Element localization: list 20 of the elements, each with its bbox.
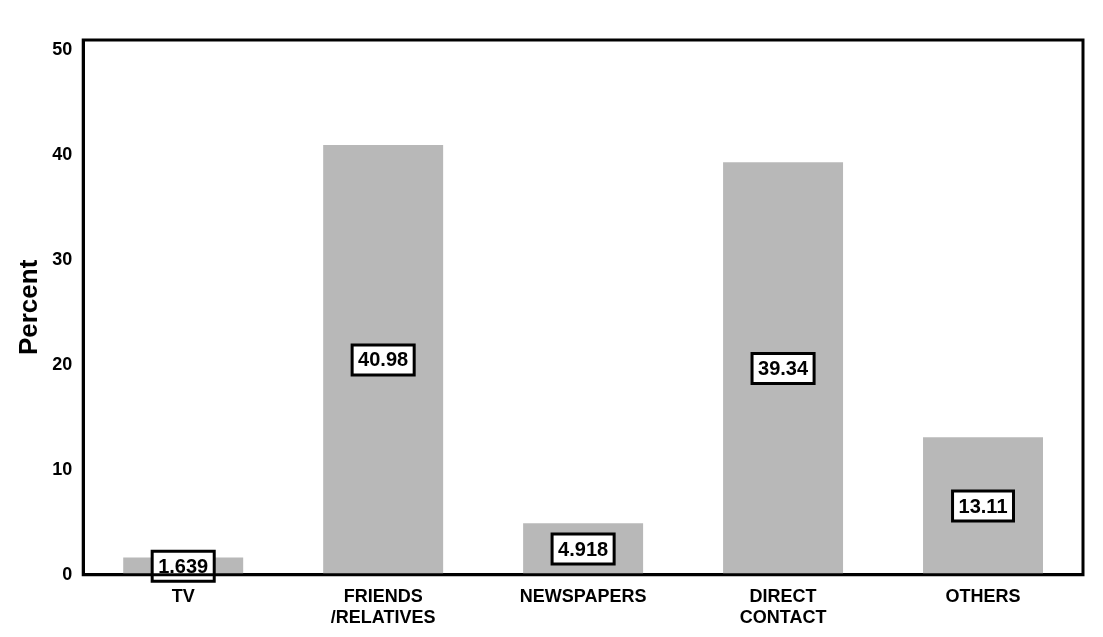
data-label: 40.98: [358, 348, 409, 371]
x-tick-label: NEWSPAPERS: [519, 585, 647, 606]
data-label: 4.918: [558, 537, 609, 560]
y-tick-label: 20: [52, 354, 73, 375]
data-label: 13.11: [958, 494, 1008, 517]
bar: [923, 437, 1044, 575]
x-tick-label: TV: [171, 585, 195, 606]
y-tick-label: 50: [52, 39, 73, 60]
x-tick-label: FRIENDS /RELATIVES: [330, 585, 436, 628]
data-label: 39.34: [758, 357, 809, 380]
y-axis-title: Percent: [12, 259, 43, 356]
x-tick-label: DIRECT CONTACT: [739, 585, 827, 628]
y-tick-label: 40: [52, 144, 73, 165]
bar: [323, 145, 444, 575]
y-tick-label: 30: [52, 249, 73, 270]
bar: [723, 162, 844, 575]
y-tick-label: 10: [52, 458, 73, 479]
data-label: 1.639: [158, 554, 209, 577]
y-tick-label: 0: [62, 563, 73, 584]
x-tick-label: OTHERS: [945, 585, 1021, 606]
